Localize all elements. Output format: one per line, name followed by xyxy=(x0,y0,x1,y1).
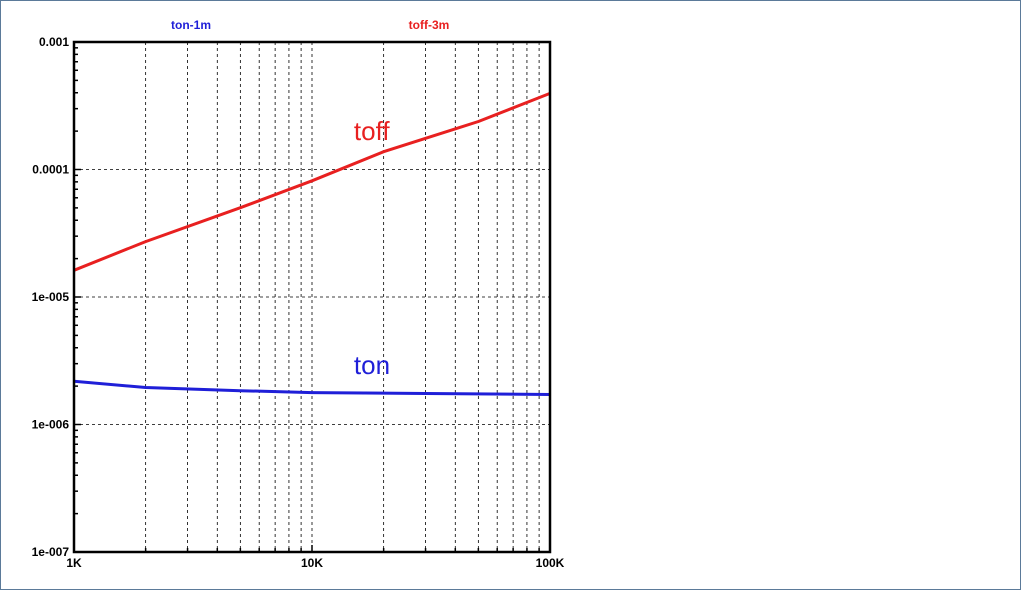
x-tick-label: 10K xyxy=(301,556,323,570)
y-tick-label: 1e-006 xyxy=(32,418,70,432)
legend-entry: ton-1m xyxy=(171,18,211,32)
y-tick-label: 1e-005 xyxy=(32,290,70,304)
grid-lines xyxy=(74,42,550,552)
x-tick-label: 1K xyxy=(66,556,82,570)
axis-ticks xyxy=(74,47,540,553)
axis-tick-labels: 1K 10K 100K 0.001 0.0001 1e-005 1e-006 1e-007 xyxy=(32,35,565,570)
series-line-ton xyxy=(73,379,551,396)
series-line-toff xyxy=(73,92,551,272)
curves xyxy=(73,92,551,396)
y-tick-label: 0.0001 xyxy=(32,163,69,177)
annotation-toff: toff xyxy=(354,116,390,146)
y-tick-label: 0.001 xyxy=(39,35,69,49)
y-tick-label: 1e-007 xyxy=(32,545,70,559)
legend-entry: toff-3m xyxy=(409,18,450,32)
curve-annotations: toff ton xyxy=(354,116,390,380)
annotation-ton: ton xyxy=(354,350,390,380)
legend: ton-1m toff-3m xyxy=(171,18,449,32)
x-tick-label: 100K xyxy=(536,556,565,570)
